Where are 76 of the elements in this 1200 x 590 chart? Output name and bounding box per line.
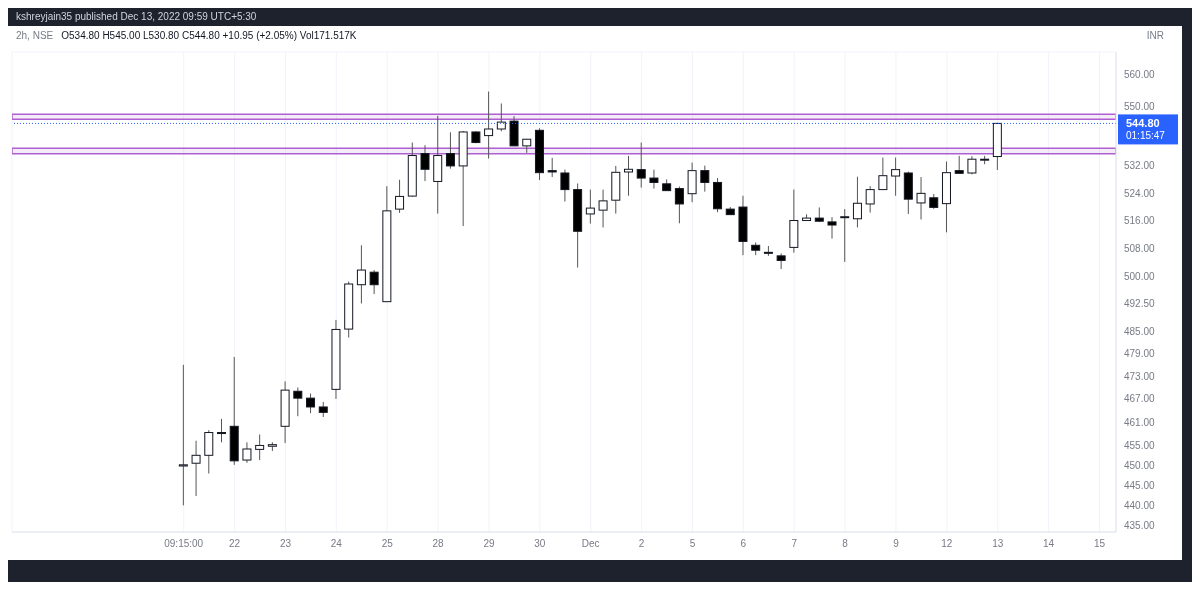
y-tick-label: 516.00 bbox=[1124, 215, 1156, 227]
candlestick bbox=[369, 269, 379, 295]
candlestick bbox=[598, 189, 608, 228]
x-tick-label: 29 bbox=[483, 538, 495, 550]
candlestick bbox=[674, 186, 684, 224]
candlestick bbox=[204, 429, 214, 475]
chart-subtitle: O534.80 H545.00 L530.80 C544.80 +10.95 (+2.05%) Vol171.517K bbox=[61, 30, 357, 41]
x-tick-label: 23 bbox=[279, 538, 292, 550]
y-tick-label: 450.00 bbox=[1124, 459, 1156, 471]
candlestick bbox=[178, 364, 188, 506]
candlestick bbox=[306, 393, 316, 414]
candlestick bbox=[827, 216, 837, 240]
text: kshreyjain35 published Dec 13, 2022 09:59 UTC+5:30 bbox=[16, 11, 257, 22]
candlestick bbox=[840, 208, 850, 263]
y-tick-label: 524.00 bbox=[1124, 187, 1156, 199]
y-axis-title: INR bbox=[1146, 30, 1164, 42]
y-tick-label: 467.00 bbox=[1124, 393, 1156, 405]
candlestick bbox=[484, 91, 494, 160]
x-tick-label: 28 bbox=[432, 538, 445, 550]
x-tick-label: 9 bbox=[893, 538, 900, 550]
y-tick-label: 445.00 bbox=[1124, 479, 1156, 491]
y-tick-label: 508.00 bbox=[1124, 243, 1156, 254]
y-tick-label: 473.00 bbox=[1124, 370, 1156, 382]
candlestick bbox=[255, 433, 265, 461]
candlestick bbox=[865, 185, 875, 214]
candlestick bbox=[700, 165, 710, 193]
candlestick bbox=[496, 103, 506, 132]
candlestick bbox=[916, 176, 926, 220]
y-tick-label: 560.00 bbox=[1124, 68, 1156, 80]
x-tick-label: 15 bbox=[1093, 538, 1106, 550]
candlestick bbox=[445, 131, 455, 170]
x-tick-label: 12 bbox=[941, 538, 953, 550]
y-tick-label: 500.00 bbox=[1124, 271, 1156, 283]
x-tick-label: 09:15:00 bbox=[164, 538, 204, 550]
x-tick-label: 25 bbox=[381, 538, 394, 550]
candlestick bbox=[560, 169, 570, 203]
candlestick bbox=[687, 162, 697, 203]
candlestick bbox=[242, 441, 252, 464]
candlestick bbox=[891, 157, 901, 197]
candlestick bbox=[649, 169, 659, 190]
x-tick-label: 6 bbox=[740, 538, 747, 550]
x-tick-label: 5 bbox=[689, 538, 696, 550]
y-tick-label: 479.00 bbox=[1124, 348, 1156, 360]
x-tick-label: 7 bbox=[791, 538, 798, 550]
text: 01:15:47 bbox=[1126, 130, 1166, 142]
candlestick bbox=[420, 144, 430, 182]
y-tick-label: 532.00 bbox=[1124, 160, 1156, 172]
x-tick-label: 22 bbox=[229, 538, 241, 550]
y-tick-label: 435.00 bbox=[1124, 520, 1156, 532]
candlestick bbox=[356, 244, 366, 304]
x-tick-label: 8 bbox=[842, 538, 849, 550]
candlestick bbox=[293, 386, 303, 417]
y-tick-label: 485.00 bbox=[1124, 325, 1156, 337]
candlestick bbox=[585, 189, 595, 225]
text: 2h, NSE bbox=[16, 30, 54, 41]
candlestick bbox=[624, 155, 634, 197]
x-tick-label: 30 bbox=[534, 538, 546, 550]
candlestick bbox=[636, 142, 646, 189]
candlestick bbox=[547, 157, 557, 178]
y-tick-label: 550.00 bbox=[1124, 100, 1156, 112]
x-tick-label: 13 bbox=[992, 538, 1004, 550]
x-tick-label: 2 bbox=[638, 538, 645, 550]
y-tick-label: 440.00 bbox=[1124, 499, 1156, 511]
x-tick-label: Dec bbox=[581, 538, 600, 550]
candlestick bbox=[191, 440, 201, 497]
y-tick-label: 492.50 bbox=[1124, 298, 1156, 310]
candlestick bbox=[852, 176, 862, 228]
candlestick bbox=[395, 179, 405, 214]
candlestick bbox=[776, 252, 786, 270]
candlestick bbox=[878, 157, 888, 191]
x-tick-label: 14 bbox=[1043, 538, 1055, 550]
ref-line-label: 544.80 bbox=[1126, 117, 1160, 130]
x-tick-label: 24 bbox=[330, 538, 343, 550]
y-tick-label: 461.00 bbox=[1124, 416, 1156, 428]
y-tick-label: 455.00 bbox=[1124, 440, 1156, 451]
candlestick bbox=[217, 418, 226, 443]
